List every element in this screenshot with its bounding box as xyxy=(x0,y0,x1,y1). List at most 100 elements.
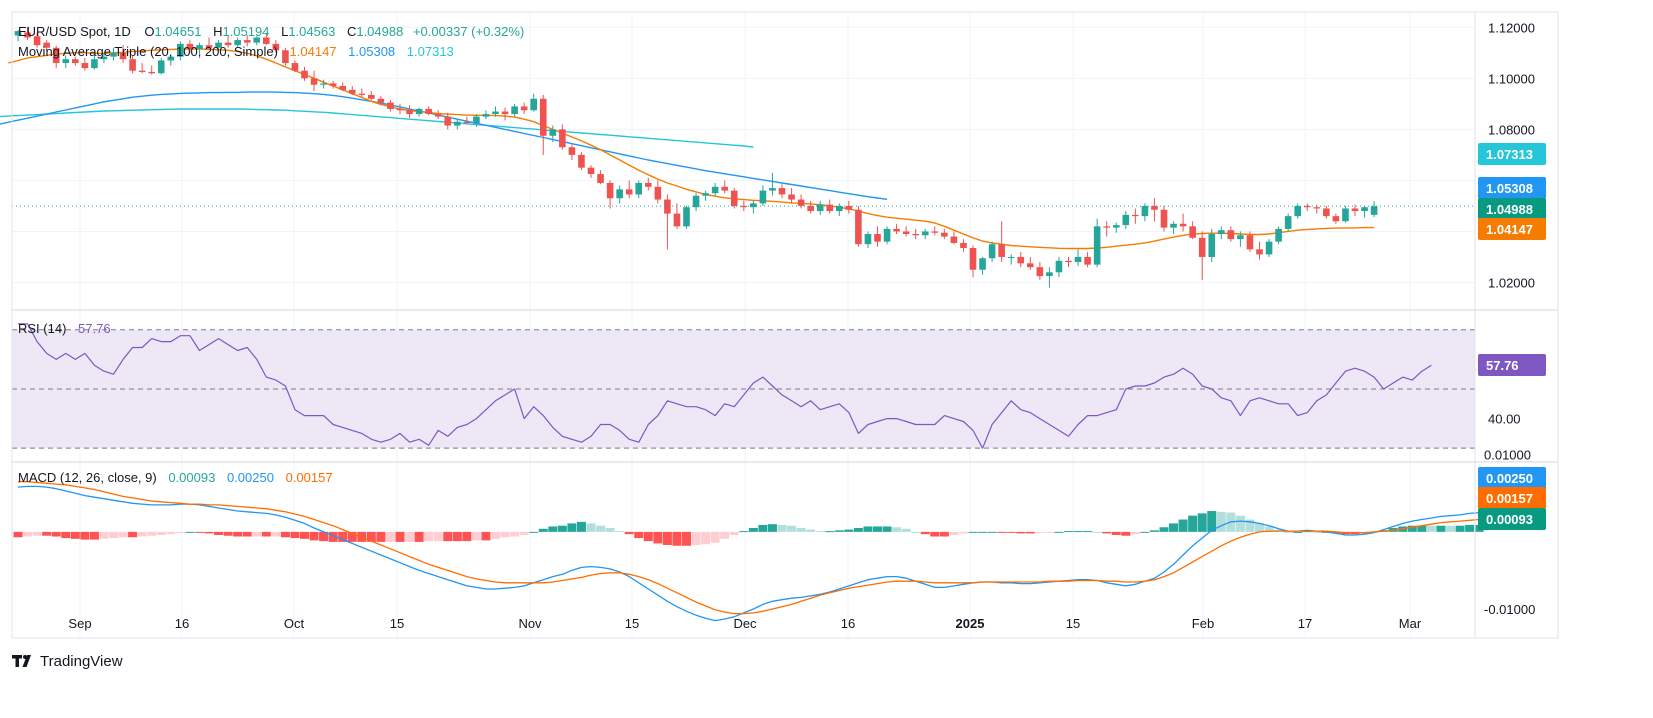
candle[interactable] xyxy=(396,103,404,115)
candle[interactable] xyxy=(1046,267,1053,288)
candle[interactable] xyxy=(1160,205,1168,232)
candle[interactable] xyxy=(301,66,308,81)
candle[interactable] xyxy=(368,91,375,101)
candle[interactable] xyxy=(1084,251,1091,268)
candle[interactable] xyxy=(664,194,671,250)
candle[interactable] xyxy=(597,170,604,185)
candle[interactable] xyxy=(520,102,528,115)
candle[interactable] xyxy=(1065,256,1072,268)
candle[interactable] xyxy=(1227,226,1235,242)
candle[interactable] xyxy=(721,180,728,194)
candle[interactable] xyxy=(912,228,919,240)
candle[interactable] xyxy=(1093,218,1101,268)
candle[interactable] xyxy=(1332,213,1340,224)
candle[interactable] xyxy=(91,55,98,70)
candle[interactable] xyxy=(492,106,499,117)
candle[interactable] xyxy=(625,180,633,199)
candle[interactable] xyxy=(578,152,585,171)
candle[interactable] xyxy=(33,32,41,48)
candle[interactable] xyxy=(1275,226,1282,245)
candle[interactable] xyxy=(415,107,423,117)
candle[interactable] xyxy=(444,112,452,130)
candle[interactable] xyxy=(157,57,165,75)
candle[interactable] xyxy=(883,226,891,245)
candle[interactable] xyxy=(587,165,595,178)
candle[interactable] xyxy=(138,63,146,74)
candle[interactable] xyxy=(902,226,910,237)
candle[interactable] xyxy=(988,241,996,263)
candle[interactable] xyxy=(1303,203,1311,212)
candle[interactable] xyxy=(1055,256,1063,278)
candle[interactable] xyxy=(530,93,537,112)
candle[interactable] xyxy=(855,205,862,247)
candle[interactable] xyxy=(711,182,719,196)
candle[interactable] xyxy=(329,80,337,89)
candle[interactable] xyxy=(826,199,834,214)
candle[interactable] xyxy=(683,205,690,229)
candle[interactable] xyxy=(673,203,681,229)
candle[interactable] xyxy=(893,223,900,234)
candle[interactable] xyxy=(836,203,843,217)
candle[interactable] xyxy=(224,34,232,48)
candle[interactable] xyxy=(702,190,709,201)
candle[interactable] xyxy=(43,40,50,51)
candle[interactable] xyxy=(129,55,136,74)
candle[interactable] xyxy=(1218,226,1225,240)
candle[interactable] xyxy=(998,221,1005,263)
candle[interactable] xyxy=(291,60,299,72)
candle[interactable] xyxy=(272,40,280,53)
candle[interactable] xyxy=(205,37,213,51)
candle[interactable] xyxy=(81,57,89,71)
candle[interactable] xyxy=(1170,221,1177,234)
candle[interactable] xyxy=(1370,201,1378,218)
macd-legend[interactable]: MACD (12, 26, close, 9) 0.00093 0.00250 … xyxy=(18,470,333,485)
candle[interactable] xyxy=(921,228,929,240)
candle[interactable] xyxy=(1265,239,1273,257)
candle[interactable] xyxy=(482,110,490,120)
candle[interactable] xyxy=(1017,251,1025,268)
candle[interactable] xyxy=(167,55,175,66)
candle[interactable] xyxy=(14,29,22,42)
candle[interactable] xyxy=(654,180,662,204)
candle[interactable] xyxy=(559,124,566,150)
candle[interactable] xyxy=(234,37,241,48)
candle[interactable] xyxy=(950,231,958,245)
rsi-pane[interactable] xyxy=(12,323,1475,449)
candle[interactable] xyxy=(1027,256,1034,270)
candle[interactable] xyxy=(1342,205,1349,223)
candle[interactable] xyxy=(788,188,795,204)
candle[interactable] xyxy=(807,200,814,214)
candle[interactable] xyxy=(1323,205,1330,219)
rsi-legend[interactable]: RSI (14) 57.76 xyxy=(18,321,111,336)
candle[interactable] xyxy=(253,36,261,46)
candle[interactable] xyxy=(1246,231,1254,252)
candle[interactable] xyxy=(969,245,977,278)
candle[interactable] xyxy=(425,106,432,116)
candle[interactable] xyxy=(941,228,948,240)
candle[interactable] xyxy=(463,116,471,125)
candle[interactable] xyxy=(568,144,576,160)
candle[interactable] xyxy=(1007,254,1015,265)
candle[interactable] xyxy=(1208,228,1216,263)
candle[interactable] xyxy=(1351,204,1359,217)
candle[interactable] xyxy=(1122,211,1130,229)
candle[interactable] xyxy=(406,105,413,118)
candle[interactable] xyxy=(931,226,939,236)
candle[interactable] xyxy=(454,119,461,130)
candle[interactable] xyxy=(960,239,967,252)
candle[interactable] xyxy=(816,200,824,215)
candle[interactable] xyxy=(692,193,700,212)
candle[interactable] xyxy=(606,180,614,209)
candle[interactable] xyxy=(100,52,108,64)
candle[interactable] xyxy=(387,100,394,112)
price-pane[interactable] xyxy=(0,26,1475,288)
candle[interactable] xyxy=(1284,213,1292,232)
candle[interactable] xyxy=(282,47,289,66)
candle[interactable] xyxy=(1112,222,1120,233)
candle[interactable] xyxy=(310,70,318,92)
candle[interactable] xyxy=(186,40,194,53)
candle[interactable] xyxy=(645,177,652,191)
candle[interactable] xyxy=(243,34,251,47)
candle[interactable] xyxy=(979,256,986,275)
candle[interactable] xyxy=(377,96,385,106)
